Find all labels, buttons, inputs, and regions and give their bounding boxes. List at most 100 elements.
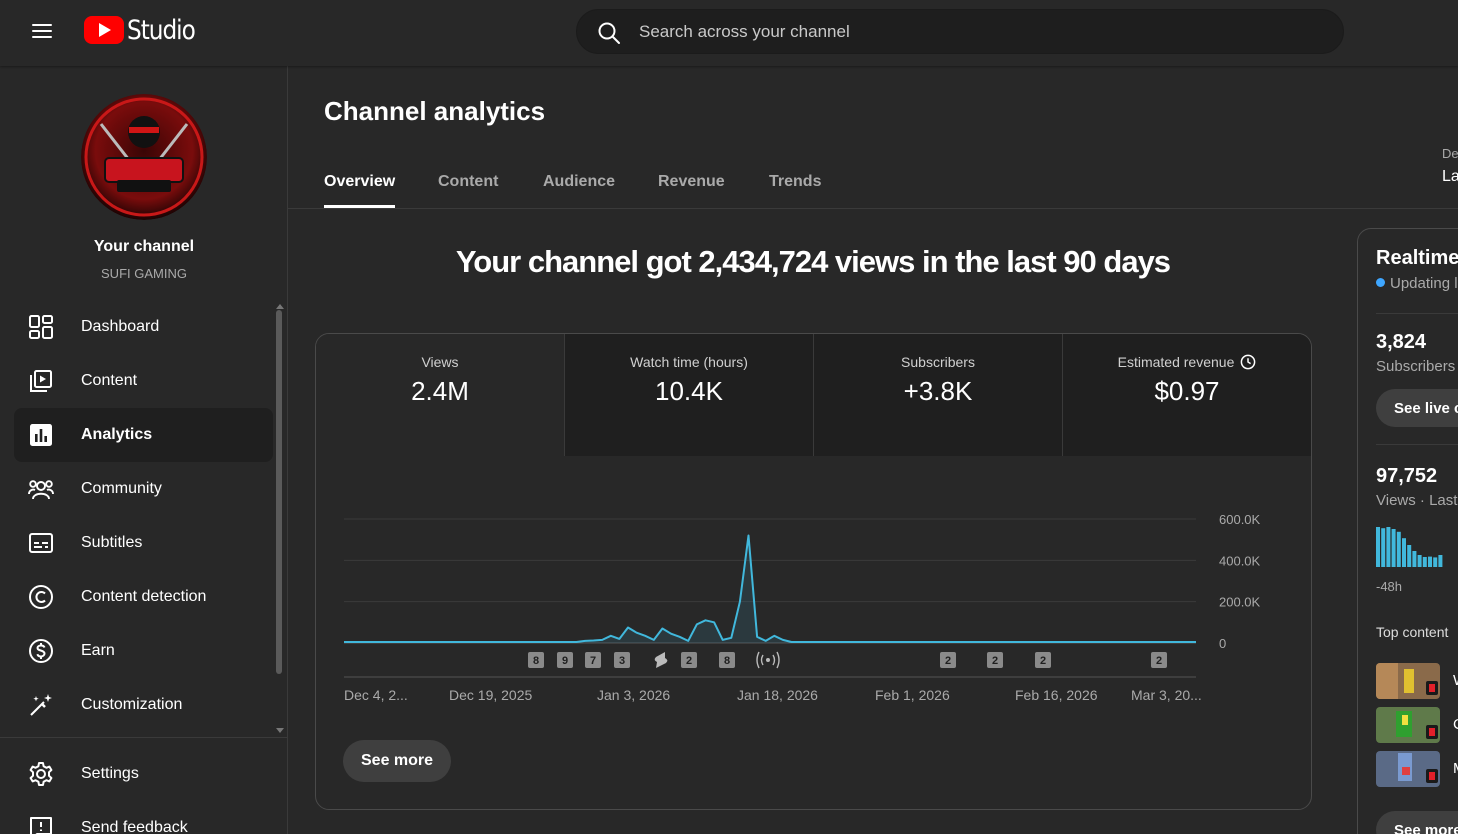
live-marker-icon [766,658,770,662]
scroll-up-arrow[interactable] [276,304,284,309]
realtime-bar [1422,557,1427,567]
see-more-content-button[interactable]: See more [1376,811,1458,834]
top-content-title[interactable]: M [1453,760,1458,777]
tab-audience[interactable]: Audience [543,173,616,190]
tabs-divider [288,208,1458,209]
metric-value: 10.4K [655,376,723,406]
sidebar-item-label: Send feedback [81,819,188,834]
metric-value: 2.4M [411,376,469,406]
see-more-button[interactable]: See more [343,740,452,782]
tab-revenue[interactable]: Revenue [658,173,725,190]
sidebar-item-send-feedback[interactable]: Send feedback [0,801,274,834]
video-marker-count: 9 [562,655,568,667]
search-input[interactable] [639,10,1319,53]
clock-icon [1241,354,1256,370]
realtime-bar [1412,551,1417,567]
metric-value: $0.97 [1154,376,1220,406]
studio-logo[interactable]: Studio [84,13,206,47]
analytics-icon [30,424,52,446]
sidebar-item-content[interactable]: Content [0,354,274,408]
top-content-thumbnail[interactable] [1376,663,1440,699]
scroll-down-arrow[interactable] [276,728,284,733]
top-bar: Studio [0,0,1458,66]
video-marker-count: 2 [1156,655,1162,667]
metric-views[interactable]: Views 2.4M [316,334,565,456]
sidebar-nav: Dashboard Content Analytics C [0,300,288,732]
y-tick-label: 400.0K [1219,553,1261,568]
feedback-icon [30,817,52,834]
magic-wand-icon [30,694,52,716]
sidebar-item-community[interactable]: Community [0,462,274,516]
search-icon[interactable] [597,21,621,45]
sidebar-item-customization[interactable]: Customization [0,678,274,732]
metric-estimated-revenue[interactable]: Estimated revenue $0.97 [1063,334,1311,456]
sidebar-divider [0,737,288,738]
top-content-thumbnail[interactable] [1376,751,1440,787]
realtime-divider [1376,444,1458,445]
metric-subscribers[interactable]: Subscribers +3.8K [814,334,1063,456]
date-range-value[interactable]: La [1442,168,1458,185]
metric-label: Subscribers [901,354,975,370]
realtime-bar-chart[interactable] [1376,525,1458,571]
menu-icon[interactable] [22,18,62,44]
sidebar-item-earn[interactable]: Earn [0,624,274,678]
see-live-count-button[interactable]: See live c [1376,389,1458,427]
sidebar-bottom-nav: Settings Send feedback [0,747,288,834]
views-series-line [344,534,1196,643]
sidebar-item-content-detection[interactable]: Content detection [0,570,274,624]
realtime-status: Updating li [1376,275,1458,292]
realtime-bar [1428,556,1432,567]
top-content-thumbnail[interactable] [1376,707,1440,743]
sidebar-item-label: Dashboard [81,318,160,335]
top-content-title[interactable]: W [1453,672,1458,689]
realtime-bar [1376,527,1380,567]
sidebar-scrollbar[interactable] [276,310,282,674]
youtube-play-icon [84,16,124,44]
video-marker [1151,652,1167,668]
tab-content[interactable]: Content [438,173,499,190]
realtime-views-value: 97,752 [1376,465,1438,487]
sidebar-item-subtitles[interactable]: Subtitles [0,516,274,570]
realtime-bar [1386,527,1391,567]
y-tick-label: 200.0K [1219,595,1261,610]
realtime-bar [1402,538,1406,567]
overview-card: Views 2.4M Watch time (hours) 10.4K Subs… [315,333,1312,810]
video-marker-count: 2 [1040,655,1046,667]
date-range-label[interactable]: De [1442,146,1458,161]
top-content-title[interactable]: C [1453,716,1458,733]
metric-watch-time[interactable]: Watch time (hours) 10.4K [565,334,814,456]
x-tick-label: Feb 1, 2026 [875,687,950,703]
video-marker [1035,652,1051,668]
realtime-panel: Realtime Updating li 3,824 Subscribers S… [1357,228,1458,834]
tab-overview[interactable]: Overview [324,160,396,208]
video-marker [585,652,601,668]
metric-value: +3.8K [903,376,973,406]
realtime-bar [1438,555,1443,567]
page-title: Channel analytics [324,96,546,126]
sidebar-item-label: Subtitles [81,534,143,551]
realtime-axis-label: -48h [1376,579,1403,594]
sidebar: Your channel SUFI GAMING Dashboard Conte… [0,66,288,834]
sidebar-item-analytics[interactable]: Analytics [14,408,273,462]
dashboard-icon [29,315,53,339]
video-marker [719,652,735,668]
live-dot-icon [1376,278,1385,287]
views-headline: Your channel got 2,434,724 views in the … [455,244,1171,279]
sidebar-item-dashboard[interactable]: Dashboard [0,300,274,354]
realtime-status-text: Updating li [1390,275,1458,292]
y-tick-label: 0 [1219,636,1226,651]
x-tick-label: Dec 4, 2... [344,687,408,703]
channel-avatar[interactable] [81,94,207,220]
copyright-icon [29,585,53,609]
video-marker-count: 8 [724,655,730,667]
tab-trends[interactable]: Trends [769,173,822,190]
sidebar-item-label: Community [81,480,162,497]
views-line-chart[interactable]: 600.0K 400.0K 200.0K 0 Dec 4, 2... Dec 19, 20… [316,334,1311,734]
video-marker [940,652,956,668]
video-marker-count: 8 [533,655,539,667]
sidebar-item-settings[interactable]: Settings [0,747,274,801]
gear-icon [29,762,53,786]
shorts-marker-icon [654,652,668,668]
y-tick-label: 600.0K [1219,512,1261,527]
realtime-title: Realtime [1376,247,1458,269]
